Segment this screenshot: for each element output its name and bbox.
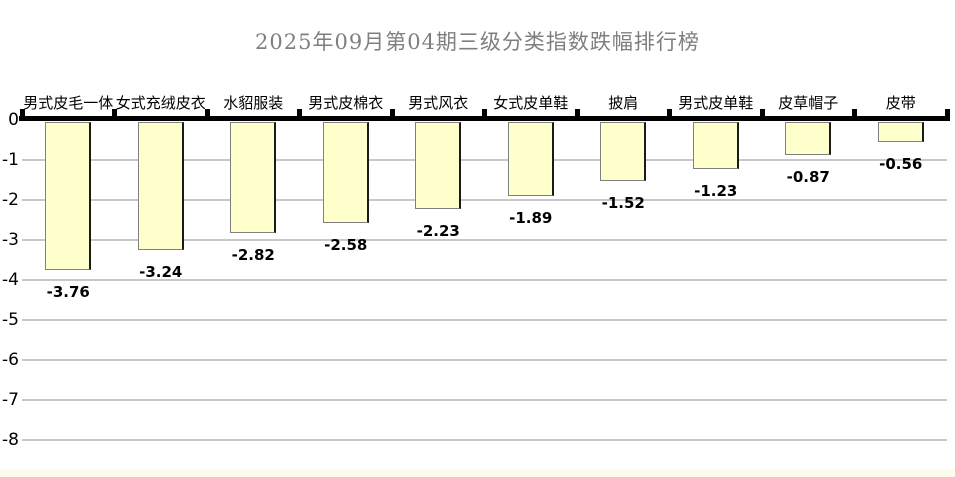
gridline <box>22 239 947 241</box>
gridline <box>22 359 947 361</box>
y-tick-label: 0 <box>8 110 19 130</box>
gridline <box>22 399 947 401</box>
y-tick-label: -7 <box>2 390 19 410</box>
category-label: 男式皮毛一体 <box>23 94 114 112</box>
bar <box>785 122 832 155</box>
bar <box>45 122 92 270</box>
x-axis-tick <box>759 109 765 117</box>
y-tick-label: -5 <box>2 310 19 330</box>
gridline <box>22 439 947 441</box>
x-axis-tick <box>112 109 117 117</box>
category-label: 皮草帽子 <box>778 94 839 112</box>
category-label: 男式风衣 <box>408 94 469 112</box>
category-label: 男式皮棉衣 <box>308 94 384 112</box>
value-label: -1.52 <box>601 194 645 212</box>
gridline <box>22 279 947 281</box>
y-tick-label: -1 <box>2 150 19 170</box>
x-axis-tick <box>482 109 487 117</box>
category-label: 男式皮单鞋 <box>678 94 754 112</box>
value-label: -0.87 <box>786 168 830 186</box>
bar <box>877 122 924 142</box>
y-tick-label: -4 <box>2 270 19 290</box>
bar <box>137 122 184 250</box>
y-tick-label: -2 <box>2 190 19 210</box>
x-axis-tick <box>297 109 302 117</box>
y-tick-label: -3 <box>2 230 19 250</box>
bar <box>230 122 277 233</box>
value-label: -2.58 <box>324 236 368 254</box>
x-axis-tick <box>389 109 395 117</box>
gridline <box>22 199 947 201</box>
bar <box>322 122 369 223</box>
category-label: 披肩 <box>608 94 639 112</box>
bar <box>692 122 739 169</box>
x-axis-tick <box>852 109 857 117</box>
value-label: -2.23 <box>416 222 460 240</box>
chart-title: 2025年09月第04期三级分类指数跌幅排行榜 <box>255 30 700 54</box>
x-axis-tick <box>19 109 25 117</box>
bar <box>507 122 554 196</box>
category-label: 水貂服装 <box>223 94 284 112</box>
x-axis-line <box>19 116 950 121</box>
value-label: -2.82 <box>231 246 275 264</box>
category-label: 女式皮单鞋 <box>493 94 569 112</box>
y-tick-label: -6 <box>2 350 19 370</box>
gridline <box>22 319 947 321</box>
category-label: 女式充绒皮衣 <box>115 94 206 112</box>
x-axis-tick <box>204 109 210 117</box>
bar <box>600 122 647 181</box>
x-axis-tick <box>667 109 672 117</box>
x-axis-tick <box>944 109 950 117</box>
value-label: -1.23 <box>694 182 738 200</box>
value-label: -0.56 <box>879 155 923 173</box>
gridline <box>22 159 947 161</box>
y-tick-label: -8 <box>2 430 19 450</box>
value-label: -3.24 <box>139 263 183 281</box>
bar <box>415 122 462 209</box>
category-label: 皮带 <box>885 94 916 112</box>
x-axis-tick <box>574 109 580 117</box>
footer-strip <box>0 470 955 477</box>
value-label: -3.76 <box>46 283 90 301</box>
value-label: -1.89 <box>509 209 553 227</box>
